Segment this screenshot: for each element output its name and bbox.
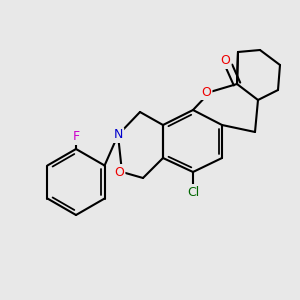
Text: F: F xyxy=(72,130,80,143)
Text: N: N xyxy=(113,128,123,142)
Text: Cl: Cl xyxy=(187,185,199,199)
Text: O: O xyxy=(114,166,124,178)
Text: O: O xyxy=(220,55,230,68)
Text: O: O xyxy=(201,85,211,98)
